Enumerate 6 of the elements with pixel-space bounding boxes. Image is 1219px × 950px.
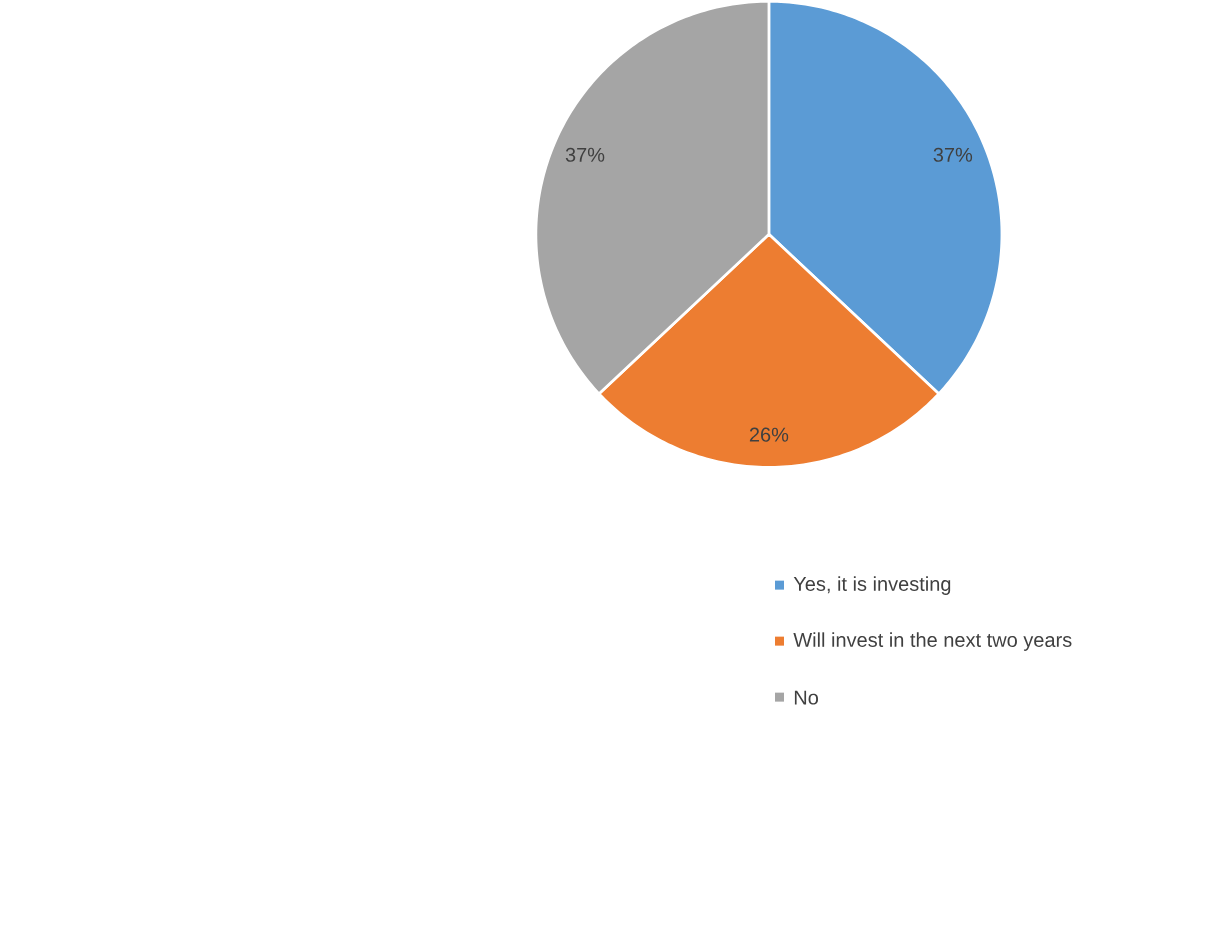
legend-label: Yes, it is investing bbox=[793, 576, 951, 596]
data-label: 37% bbox=[565, 147, 605, 162]
legend-label: Will invest in the next two years bbox=[793, 632, 1072, 652]
legend-label: No bbox=[794, 690, 819, 705]
data-label: 26% bbox=[749, 427, 789, 442]
data-label: 37% bbox=[933, 147, 973, 162]
